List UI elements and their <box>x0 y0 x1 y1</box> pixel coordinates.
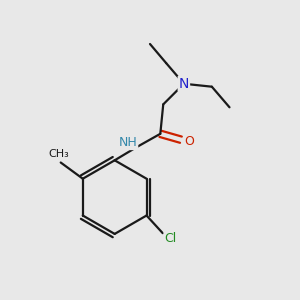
Text: N: N <box>179 77 189 91</box>
Text: O: O <box>184 135 194 148</box>
Text: NH: NH <box>118 136 137 149</box>
Text: CH₃: CH₃ <box>49 149 70 159</box>
Text: Cl: Cl <box>165 232 177 245</box>
